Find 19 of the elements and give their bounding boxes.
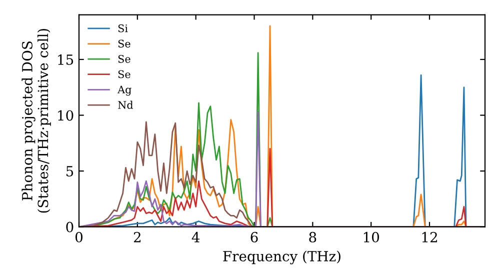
legend-label: Ag — [117, 86, 132, 96]
x-tick-label: 6 — [250, 232, 258, 242]
legend-label: Se — [118, 70, 130, 78]
y-tick-label: 5 — [66, 166, 74, 176]
y-tick-label: 10 — [58, 110, 74, 121]
legend-label: Si — [118, 24, 128, 32]
x-tick-label: 4 — [192, 232, 200, 242]
x-tick-label: 12 — [422, 232, 437, 242]
y-axis-title: Phonon projected DOS (States/THz·primitive cell) — [22, 28, 51, 213]
x-tick-label: 10 — [364, 232, 379, 242]
legend-label: Nd — [118, 100, 134, 109]
y-tick-label: 15 — [58, 54, 74, 65]
x-axis-title: Frequency (THz) — [223, 250, 340, 264]
x-tick-label: 2 — [134, 232, 140, 242]
legend-label: Se — [118, 54, 130, 63]
legend-label: Se — [118, 40, 130, 48]
y-tick-label: 0 — [66, 222, 74, 232]
x-tick-label: 0 — [75, 232, 82, 242]
x-tick-label: 8 — [309, 232, 316, 242]
